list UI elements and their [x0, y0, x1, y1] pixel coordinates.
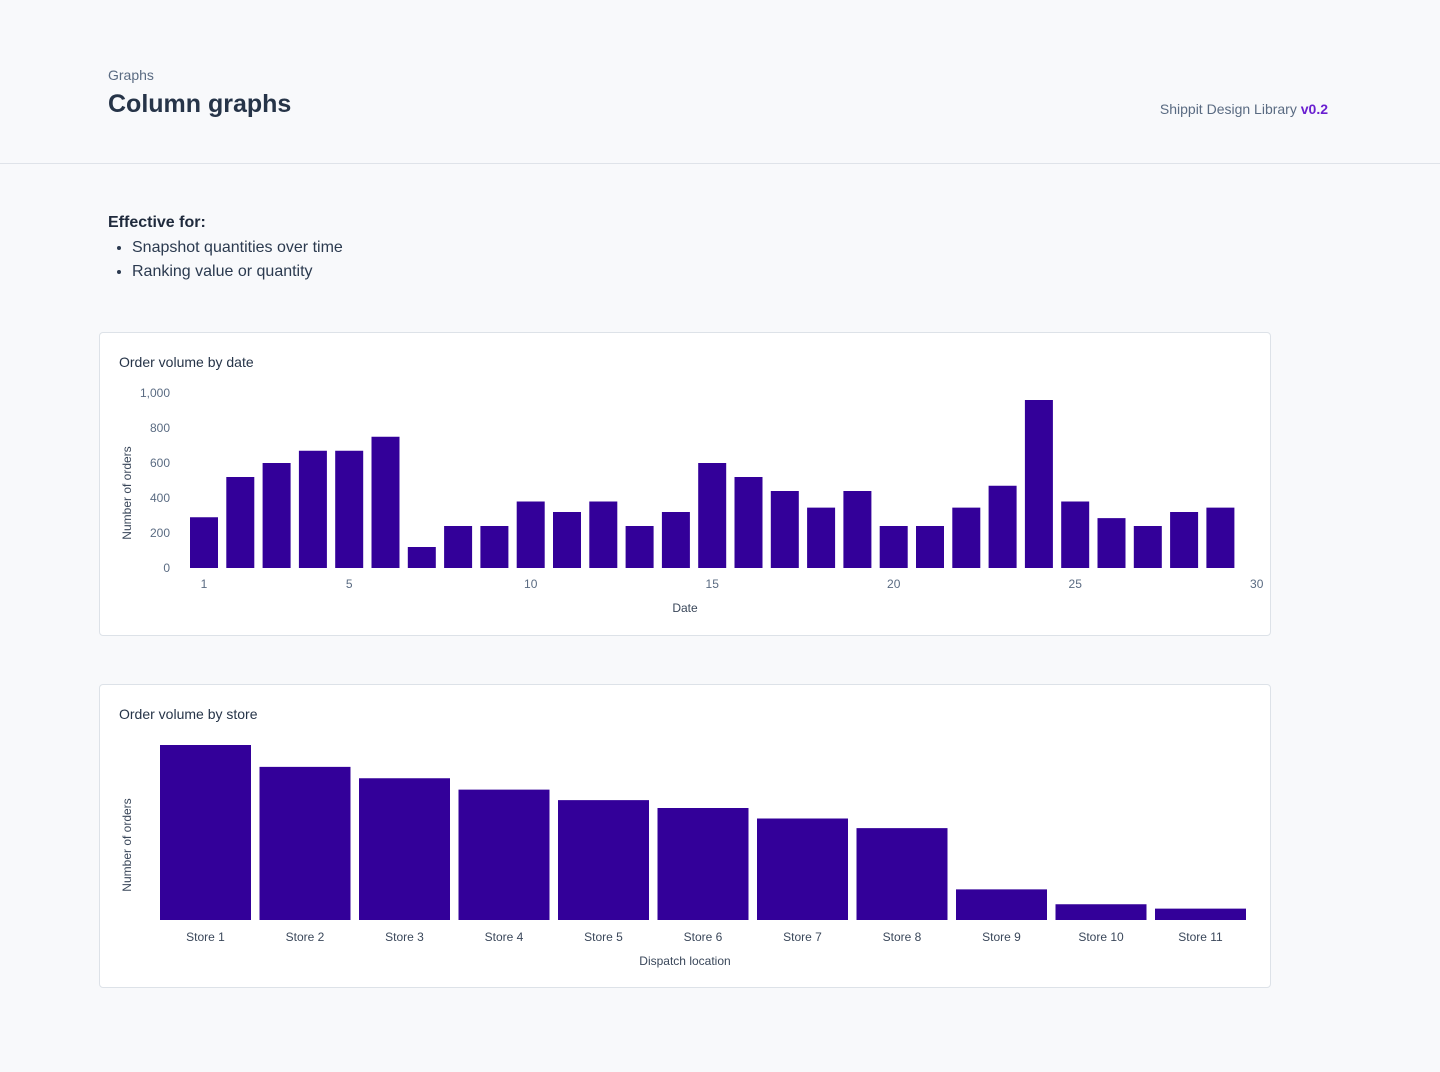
category-label: Store 2 [286, 930, 325, 944]
bar-store-1 [160, 745, 251, 920]
y-tick-label: 800 [150, 421, 170, 435]
bar-store-8 [856, 828, 948, 920]
x-tick-label: 10 [524, 577, 538, 591]
y-axis-title: Number of orders [120, 798, 134, 891]
bar-store-9 [956, 889, 1047, 920]
y-axis-title: Number of orders [120, 446, 134, 539]
bar-store-6 [657, 808, 749, 920]
list-item: Snapshot quantities over time [132, 236, 343, 260]
store-chart-card: Order volume by store Store 1 Store 2 Stor… [99, 684, 1271, 988]
bar-date-22 [952, 507, 981, 568]
bar-date-16 [734, 477, 763, 568]
store-column-chart: Store 1 Store 2 Store 3 Store 4 Store 5 Store… [120, 745, 1246, 968]
bar-date-1 [190, 517, 218, 568]
chart-title: Order volume by date [119, 354, 254, 370]
bar-date-15 [698, 463, 727, 568]
bar-store-7 [757, 818, 848, 920]
bar-date-20 [879, 526, 908, 568]
bar-store-4 [458, 789, 550, 920]
category-label: Store 3 [385, 930, 424, 944]
category-label: Store 5 [584, 930, 623, 944]
y-tick-label: 600 [150, 456, 170, 470]
bar-date-10 [516, 501, 545, 568]
date-chart-card: Order volume by date 0 200 400 600 800 1,000 1… [99, 332, 1271, 636]
effective-for-section: Effective for: Snapshot quantities over … [108, 214, 343, 284]
bar-date-13 [625, 526, 654, 568]
bar-store-2 [259, 766, 351, 920]
x-tick-label: 5 [346, 577, 353, 591]
library-label: Shippit Design Library v0.2 [1160, 101, 1328, 117]
x-tick-label: 15 [706, 577, 720, 591]
chart-title: Order volume by store [119, 706, 258, 722]
bar-date-6 [371, 436, 400, 568]
category-label: Store 4 [485, 930, 524, 944]
bar-store-5 [558, 800, 649, 920]
bar-date-5 [335, 450, 364, 568]
bar-date-9 [480, 526, 509, 568]
category-label: Store 7 [783, 930, 822, 944]
bar-date-11 [553, 512, 581, 568]
bar-date-7 [407, 547, 436, 568]
category-label: Store 9 [982, 930, 1021, 944]
bar-date-25 [1061, 501, 1090, 568]
category-label: Store 1 [186, 930, 225, 944]
x-tick-label: 25 [1069, 577, 1083, 591]
category-label: Store 6 [684, 930, 723, 944]
bar-date-14 [661, 512, 690, 568]
bar-date-29 [1206, 507, 1235, 568]
bar-date-26 [1097, 518, 1126, 568]
effective-for-label: Effective for: [108, 214, 206, 231]
breadcrumb[interactable]: Graphs [108, 67, 154, 83]
bar-date-21 [916, 526, 944, 568]
y-tick-label: 200 [150, 526, 170, 540]
library-version: v0.2 [1300, 101, 1328, 117]
x-axis-title: Date [672, 601, 698, 615]
bar-date-2 [226, 477, 255, 568]
bar-date-28 [1170, 512, 1199, 568]
category-label: Store 8 [883, 930, 922, 944]
y-tick-label: 0 [163, 561, 170, 575]
page-title: Column graphs [108, 90, 292, 118]
effective-for-list: Snapshot quantities over time Ranking va… [108, 236, 343, 284]
x-tick-label: 20 [887, 577, 901, 591]
bar-date-23 [988, 485, 1017, 568]
bar-date-3 [262, 463, 291, 568]
bar-date-12 [589, 501, 618, 568]
page-header: Graphs Column graphs Shippit Design Libr… [0, 0, 1440, 164]
bar-date-4 [298, 450, 327, 568]
bar-store-10 [1055, 904, 1147, 920]
x-tick-label: 30 [1250, 577, 1264, 591]
bar-date-24 [1024, 400, 1053, 568]
category-label: Store 11 [1178, 930, 1223, 944]
library-name: Shippit Design Library [1159, 101, 1297, 117]
y-tick-label: 400 [150, 491, 170, 505]
x-axis-title: Dispatch location [639, 954, 730, 968]
bar-store-11 [1155, 908, 1246, 920]
bar-store-3 [359, 778, 450, 920]
x-tick-label: 1 [201, 577, 208, 591]
bar-date-8 [444, 526, 473, 568]
category-label: Store 10 [1078, 930, 1124, 944]
bar-date-17 [770, 491, 799, 568]
bar-date-27 [1133, 526, 1162, 568]
bar-date-19 [843, 491, 872, 568]
list-item: Ranking value or quantity [132, 260, 343, 284]
bar-date-18 [807, 507, 836, 568]
y-tick-label: 1,000 [140, 386, 170, 400]
